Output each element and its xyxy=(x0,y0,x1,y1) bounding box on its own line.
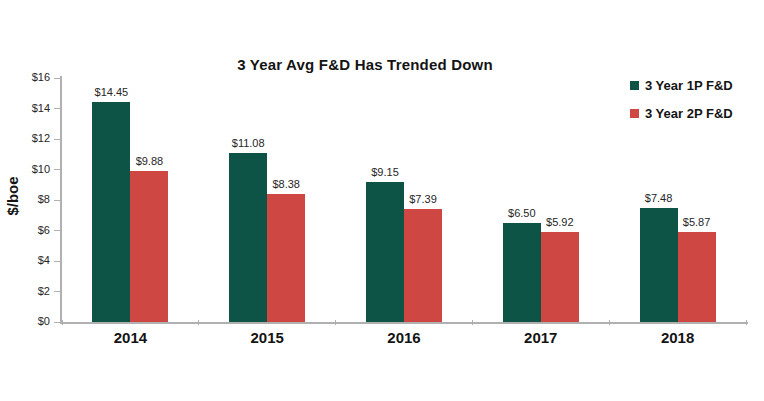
y-axis-tick-labels: $0$2$4$6$8$10$12$14$16 xyxy=(14,77,56,323)
legend-item-2p: 3 Year 2P F&D xyxy=(630,106,733,121)
y-axis-tick-label: $14 xyxy=(14,102,50,115)
x-axis-tick xyxy=(472,320,473,325)
y-axis-tick xyxy=(54,139,60,140)
bar-2017-1p xyxy=(503,223,541,322)
bar-2018-2p xyxy=(678,232,716,322)
x-axis-tick xyxy=(62,320,63,325)
x-axis-tick xyxy=(609,320,610,325)
x-axis-category-label: 2016 xyxy=(336,329,473,346)
y-axis-tick xyxy=(54,291,60,292)
y-axis-tick-label: $2 xyxy=(14,285,50,298)
x-axis-category-label: 2017 xyxy=(472,329,609,346)
legend-label-2p: 3 Year 2P F&D xyxy=(645,106,733,121)
y-axis-tick xyxy=(54,230,60,231)
x-axis-category-label: 2015 xyxy=(199,329,336,346)
y-axis-tick-label: $12 xyxy=(14,132,50,145)
x-axis-tick xyxy=(198,320,199,325)
y-axis-tick xyxy=(54,200,60,201)
series-2p-legend-swatch xyxy=(630,109,639,118)
legend-label-1p: 3 Year 1P F&D xyxy=(645,78,733,93)
x-axis-tick xyxy=(335,320,336,325)
bar-2017-2p xyxy=(541,232,579,322)
chart: 3 Year Avg F&D Has Trended Down $/boe $0… xyxy=(0,0,764,401)
legend-item-1p: 3 Year 1P F&D xyxy=(630,78,733,93)
y-axis-tick xyxy=(54,261,60,262)
x-axis-category-label: 2018 xyxy=(609,329,746,346)
y-axis-tick-label: $8 xyxy=(14,193,50,206)
y-axis-tick-label: $4 xyxy=(14,254,50,267)
x-axis-tick xyxy=(746,320,747,325)
y-axis-tick xyxy=(54,108,60,109)
y-axis-tick-label: $0 xyxy=(14,315,50,328)
x-axis-category-label: 2014 xyxy=(62,329,199,346)
bar-2016-2p xyxy=(404,209,442,322)
bar-2014-2p xyxy=(130,171,168,322)
bar-value-label: $8.38 xyxy=(256,178,316,190)
chart-title: 3 Year Avg F&D Has Trended Down xyxy=(62,56,668,73)
y-axis-tick-label: $16 xyxy=(14,71,50,84)
bar-2015-2p xyxy=(267,194,305,322)
legend: 3 Year 1P F&D 3 Year 2P F&D xyxy=(630,78,733,121)
bar-value-label: $5.87 xyxy=(667,216,727,228)
bar-value-label: $9.15 xyxy=(355,166,415,178)
bar-value-label: $9.88 xyxy=(119,155,179,167)
y-axis-tick xyxy=(54,169,60,170)
y-axis-tick xyxy=(54,322,60,323)
bar-value-label: $7.39 xyxy=(393,193,453,205)
x-axis-labels: 20142015201620172018 xyxy=(62,329,748,349)
bar-value-label: $11.08 xyxy=(218,137,278,149)
y-axis-tick xyxy=(54,78,60,79)
bar-value-label: $7.48 xyxy=(629,192,689,204)
y-axis-tick-label: $6 xyxy=(14,224,50,237)
bar-value-label: $14.45 xyxy=(81,86,141,98)
bar-2014-1p xyxy=(92,102,130,322)
bar-value-label: $5.92 xyxy=(530,216,590,228)
series-1p-legend-swatch xyxy=(630,81,639,90)
y-axis-tick-label: $10 xyxy=(14,163,50,176)
